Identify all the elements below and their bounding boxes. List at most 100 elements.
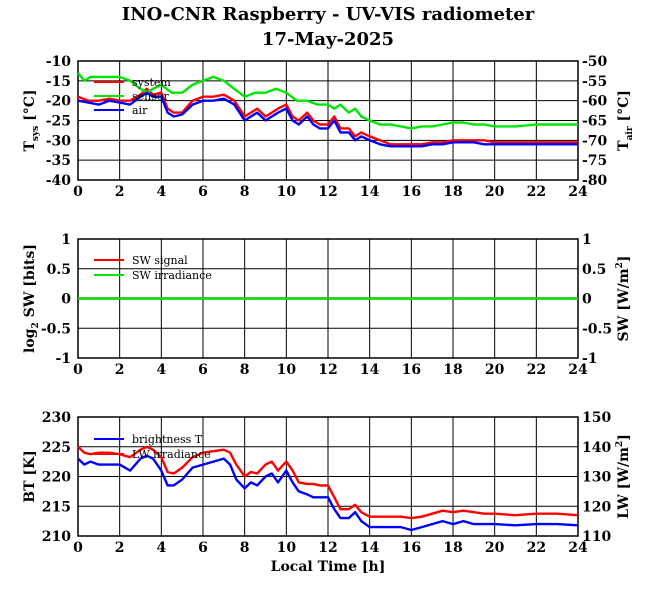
figure-title: INO-CNR Raspberry - UV-VIS radiometer — [122, 4, 535, 25]
x-tick-label: 14 — [360, 362, 380, 378]
y-tick-label-right: 130 — [582, 470, 611, 486]
panel-1: 0 2 4 6 8 10 12 14 16 18 20 22 24-10 -50-15 -55-20 -60-… — [22, 54, 635, 200]
x-tick-label: 18 — [443, 540, 462, 556]
x-tick-label: 12 — [318, 540, 337, 556]
x-tick-label: 14 — [360, 540, 380, 556]
y-tick-label-left: 230 — [42, 410, 71, 426]
series-line-air — [77, 91, 578, 148]
x-tick-label: 8 — [240, 184, 250, 200]
y-tick-label-left: -1 — [55, 351, 71, 367]
chart-panels: 0 2 4 6 8 10 12 14 16 18 20 22 24-10 -50-15 -55-20 -60-… — [22, 54, 635, 556]
x-tick-label: 22 — [527, 540, 546, 556]
x-tick-label: 20 — [485, 184, 505, 200]
x-tick-label: 24 — [568, 540, 588, 556]
y-tick-label-left: -0.5 — [41, 321, 71, 337]
series-line-brightness-t — [77, 454, 579, 532]
x-tick-label: 0 — [73, 362, 83, 378]
legend-label: LW irradiance — [132, 448, 211, 461]
y-axis-label-left: Tsys [°C] — [22, 89, 41, 151]
y-tick-label-left: -30 — [46, 133, 72, 149]
y-tick-label-left: 220 — [42, 470, 71, 486]
x-tick-label: 0 — [73, 540, 83, 556]
y-tick-label-right: 140 — [582, 440, 611, 456]
y-tick-label-right: -65 — [582, 114, 607, 130]
y-tick-label-left: 0.5 — [47, 262, 71, 278]
x-tick-label: 12 — [318, 362, 337, 378]
x-tick-label: 6 — [198, 540, 208, 556]
plot-frame — [77, 60, 579, 181]
y-tick-label-left: -15 — [46, 74, 71, 90]
plot-frame — [77, 416, 579, 537]
x-tick-label: 4 — [156, 184, 166, 200]
y-tick-label-left: 215 — [42, 499, 71, 515]
y-tick-label-right: -75 — [582, 153, 607, 169]
x-tick-label: 24 — [568, 184, 588, 200]
x-tick-label: 8 — [240, 362, 250, 378]
y-axis-label-right: LW [W/m2] — [615, 434, 632, 519]
y-tick-label-left: 225 — [42, 440, 71, 456]
y-tick-label-left: -35 — [46, 153, 71, 169]
y-tick-label-left: -10 — [46, 54, 72, 70]
y-tick-label-right: -55 — [582, 74, 607, 90]
x-tick-label: 20 — [485, 540, 505, 556]
y-tick-label-right: 150 — [582, 410, 611, 426]
y-tick-label-left: -25 — [46, 114, 71, 130]
x-tick-label: 18 — [443, 184, 462, 200]
panel-2: 0 2 4 6 8 10 12 14 16 18 20 22 241 10.5 0.50 0-0.5 -0.5-… — [22, 232, 632, 378]
x-tick-label: 16 — [402, 362, 421, 378]
x-tick-label: 4 — [156, 540, 166, 556]
legend-label: sensor — [132, 90, 170, 103]
y-tick-label-left: 1 — [61, 232, 71, 248]
y-axis-label-left: BT [K] — [22, 450, 38, 503]
x-tick-label: 0 — [73, 184, 83, 200]
x-tick-label: 22 — [527, 362, 546, 378]
y-tick-label-right: 110 — [582, 529, 611, 545]
x-tick-label: 12 — [318, 184, 337, 200]
y-tick-label-left: -20 — [46, 94, 72, 110]
x-axis-label: Local Time [h] — [271, 559, 386, 575]
y-tick-label-right: -60 — [582, 94, 608, 110]
x-tick-label: 8 — [240, 540, 250, 556]
x-tick-label: 24 — [568, 362, 588, 378]
x-tick-label: 4 — [156, 362, 166, 378]
x-tick-label: 2 — [115, 362, 125, 378]
x-tick-label: 2 — [115, 184, 125, 200]
series-line-lw-irradiance — [77, 445, 579, 520]
x-tick-label: 10 — [277, 362, 297, 378]
y-tick-label-right: 0.5 — [582, 262, 606, 278]
x-tick-label: 2 — [115, 540, 125, 556]
legend-label: brightness T — [132, 433, 203, 446]
legend-label: SW signal — [132, 254, 188, 267]
y-axis-label-right: Tair [°C] — [616, 90, 635, 151]
x-tick-label: 10 — [277, 540, 297, 556]
y-tick-label-right: 120 — [582, 499, 611, 515]
y-tick-label-left: 210 — [42, 529, 71, 545]
x-tick-label: 14 — [360, 184, 380, 200]
y-tick-label-right: -70 — [582, 133, 608, 149]
y-tick-label-right: 1 — [582, 232, 592, 248]
x-tick-label: 18 — [443, 362, 462, 378]
y-tick-label-right: 0 — [582, 292, 592, 308]
y-tick-label-right: -0.5 — [582, 321, 612, 337]
x-tick-label: 10 — [277, 184, 297, 200]
y-axis-label-left: log2 SW [bits] — [22, 244, 41, 353]
figure-subtitle: 17-May-2025 — [262, 29, 394, 50]
x-tick-label: 22 — [527, 184, 546, 200]
y-tick-label-left: -40 — [46, 173, 72, 189]
legend-label: system — [132, 76, 171, 89]
series-line-system — [77, 87, 578, 146]
y-tick-label-left: 0 — [61, 292, 71, 308]
y-axis-label-right: SW [W/m2] — [615, 256, 632, 342]
x-tick-label: 6 — [198, 184, 208, 200]
legend-label: SW irradiance — [132, 269, 212, 282]
x-tick-label: 20 — [485, 362, 505, 378]
x-tick-label: 6 — [198, 362, 208, 378]
x-tick-label: 16 — [402, 540, 421, 556]
y-tick-label-right: -50 — [582, 54, 608, 70]
y-tick-label-right: -80 — [582, 173, 608, 189]
legend-label: air — [132, 104, 148, 117]
y-tick-label-right: -1 — [582, 351, 598, 367]
x-tick-label: 16 — [402, 184, 421, 200]
